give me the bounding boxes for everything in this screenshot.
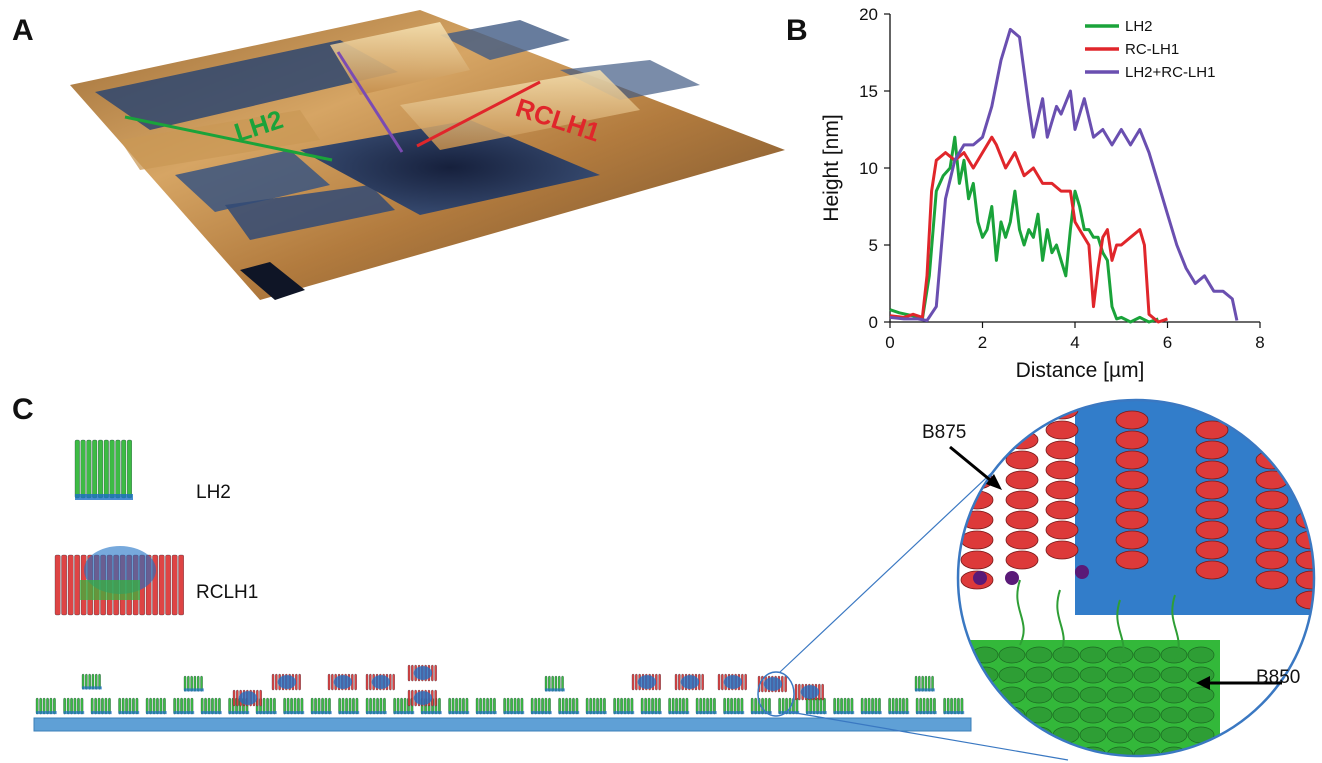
chart-ylabel: Height [nm] <box>820 114 843 221</box>
label-b850: B850 <box>1256 667 1300 688</box>
lh2-complex <box>118 697 140 715</box>
rclh1-complex <box>631 673 661 691</box>
legend-entry: LH2 <box>1125 18 1153 35</box>
lh2-complex <box>90 697 112 715</box>
panel-label-a: A <box>12 14 34 47</box>
chart-x-tick-label: 4 <box>1070 333 1079 352</box>
rclh1-complex <box>365 673 395 691</box>
lh2-profile-line <box>124 115 333 162</box>
chart-series-line-lh2-rc-lh1 <box>889 27 1239 322</box>
lh2-complex <box>475 697 497 715</box>
chart-series-line-rc-lh1 <box>889 135 1168 324</box>
lh2-complex <box>145 697 167 715</box>
afm-ridge <box>120 110 320 170</box>
zoom-source-circle <box>757 671 795 717</box>
zoom-detail <box>958 400 1314 756</box>
panel-label-b: B <box>786 14 808 47</box>
chart-xlabel: Distance [µm] <box>1016 359 1145 382</box>
lh2-complex <box>613 697 635 715</box>
afm-ridge <box>330 22 470 95</box>
chart-x-tick-label: 6 <box>1163 333 1172 352</box>
chart-y-tick-label: 10 <box>859 159 878 178</box>
lh2-complex <box>778 697 800 715</box>
lh2-complex <box>310 697 332 715</box>
chart-x-tick-label: 0 <box>885 333 894 352</box>
lh2-complex <box>255 697 277 715</box>
zoom-circle-border <box>956 398 1316 758</box>
rclh1-complex <box>757 675 787 693</box>
lh2-complex <box>81 673 102 690</box>
lh2-complex <box>558 697 580 715</box>
zoom-connector <box>789 711 1069 761</box>
afm-well <box>225 185 395 240</box>
lh2-complex <box>183 675 204 692</box>
afm-well <box>560 60 700 100</box>
combined-profile-line <box>336 51 404 153</box>
lh2-complex <box>585 697 607 715</box>
legend-entry: LH2+RC-LH1 <box>1125 64 1215 81</box>
afm-well <box>300 120 600 215</box>
lh2-complex <box>640 697 662 715</box>
b875-arrowhead <box>986 474 1002 490</box>
lh2-complex <box>943 697 965 715</box>
zoom-connector <box>779 447 1019 673</box>
height-profile-chart: 0 2 4 6 8 0 5 10 15 20 LH2 RC-LH1 LH2+RC-LH1 Height… <box>820 5 1265 382</box>
lh2-complex <box>503 697 525 715</box>
afm-topography-image: LH2 RCLH1 <box>70 10 785 300</box>
lh2-complex <box>833 697 855 715</box>
lh2-complex <box>173 697 195 715</box>
b850-arrowhead <box>1196 676 1210 690</box>
lh2-complex <box>723 697 745 715</box>
lh2-complex <box>338 697 360 715</box>
legend-entry: RC-LH1 <box>1125 41 1179 58</box>
legend-label-rclh1: RCLH1 <box>196 582 258 603</box>
rclh1-profile-line <box>416 80 541 148</box>
lh2-complex <box>695 697 717 715</box>
rc-legend-inner <box>80 580 140 600</box>
lh2-legend-structure <box>74 439 132 499</box>
lh2-complex <box>914 675 935 692</box>
lh2-complex <box>393 697 415 715</box>
panel-label-c: C <box>12 393 34 426</box>
lh2-complex <box>283 697 305 715</box>
afm-well <box>175 150 330 212</box>
chart-y-tick-label: 20 <box>859 5 878 24</box>
lh2-complex <box>63 697 85 715</box>
rclh1-complex <box>232 689 262 707</box>
rclh1-complex <box>794 683 824 701</box>
lh2-legend-base <box>75 494 133 500</box>
lh2-complex <box>200 697 222 715</box>
lh2-complex <box>915 697 937 715</box>
lh2-complex <box>805 697 827 715</box>
chart-y-tick-label: 15 <box>859 82 878 101</box>
rclh1-complex <box>327 673 357 691</box>
rclh1-complex <box>674 673 704 691</box>
substrate-bar <box>33 717 972 732</box>
lh2-complex <box>530 697 552 715</box>
afm-pit <box>240 262 305 300</box>
chart-y-tick-label: 0 <box>869 313 878 332</box>
lh2-complex <box>544 675 565 692</box>
chart-x-tick-label: 2 <box>978 333 987 352</box>
chart-y-tick-label: 5 <box>869 236 878 255</box>
b875-arrow <box>949 445 996 486</box>
afm-ridge <box>400 70 640 150</box>
afm-well <box>95 40 398 130</box>
afm-well <box>440 20 570 60</box>
lh2-complex <box>365 697 387 715</box>
rclh1-complex <box>271 673 301 691</box>
chart-x-tick-label: 8 <box>1255 333 1264 352</box>
rclh1-complex <box>717 673 747 691</box>
label-b875: B875 <box>922 422 966 443</box>
lh2-complex <box>888 697 910 715</box>
lh2-complex <box>35 697 57 715</box>
lh2-complex <box>860 697 882 715</box>
rclh1-complex <box>407 664 437 682</box>
lh2-complex <box>668 697 690 715</box>
lh2-complex <box>448 697 470 715</box>
rclh1-complex <box>407 689 437 707</box>
legend-label-lh2: LH2 <box>196 482 231 503</box>
chart-series-line-lh2 <box>889 135 1159 324</box>
